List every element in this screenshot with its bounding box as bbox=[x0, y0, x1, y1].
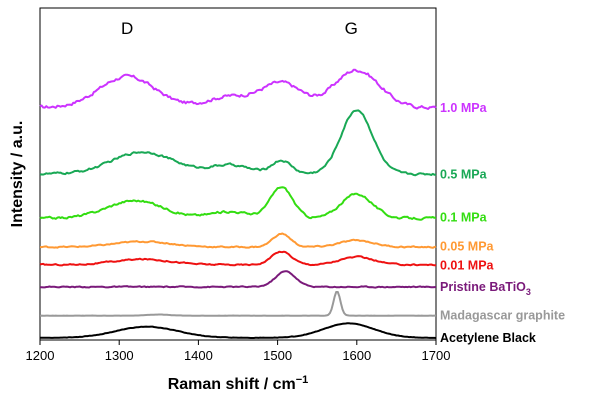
series-line-2 bbox=[39, 186, 437, 221]
y-axis-label: Intensity / a.u. bbox=[9, 121, 26, 228]
series-line-6 bbox=[39, 291, 436, 317]
band-label-g: G bbox=[345, 19, 358, 38]
series-line-3 bbox=[39, 232, 437, 249]
x-tick-label: 1200 bbox=[26, 348, 55, 363]
series-label-5: Pristine BaTiO3 bbox=[440, 280, 531, 297]
series-label-7: Acetylene Black bbox=[440, 331, 536, 345]
series-label-2: 0.1 MPa bbox=[440, 211, 488, 225]
series-label-1: 0.5 MPa bbox=[440, 167, 488, 181]
series-labels: 1.0 MPa 0.5 MPa 0.1 MPa 0.05 MPa 0.01 MPa Pri… bbox=[440, 101, 565, 345]
series-label-3: 0.05 MPa bbox=[440, 240, 495, 254]
series-label-0: 1.0 MPa bbox=[440, 101, 488, 115]
series-label-4: 0.01 MPa bbox=[440, 258, 495, 272]
series-label-6: Madagascar graphite bbox=[440, 309, 565, 323]
x-tick-label: 1700 bbox=[422, 348, 451, 363]
series-line-4 bbox=[39, 250, 436, 267]
plot-frame bbox=[39, 7, 437, 341]
series-line-7 bbox=[40, 322, 437, 339]
series-traces bbox=[39, 68, 437, 339]
x-tick-label: 1400 bbox=[184, 348, 213, 363]
series-line-1 bbox=[39, 109, 437, 177]
x-tick-label: 1300 bbox=[105, 348, 134, 363]
x-ticks: 1200 1300 1400 1500 1600 1700 bbox=[26, 340, 451, 363]
band-label-d: D bbox=[121, 19, 133, 38]
series-line-5 bbox=[39, 270, 437, 289]
x-tick-label: 1500 bbox=[263, 348, 292, 363]
x-tick-label: 1600 bbox=[342, 348, 371, 363]
series-line-0 bbox=[39, 68, 437, 110]
x-axis-label: Raman shift / cm−1 bbox=[168, 374, 309, 393]
